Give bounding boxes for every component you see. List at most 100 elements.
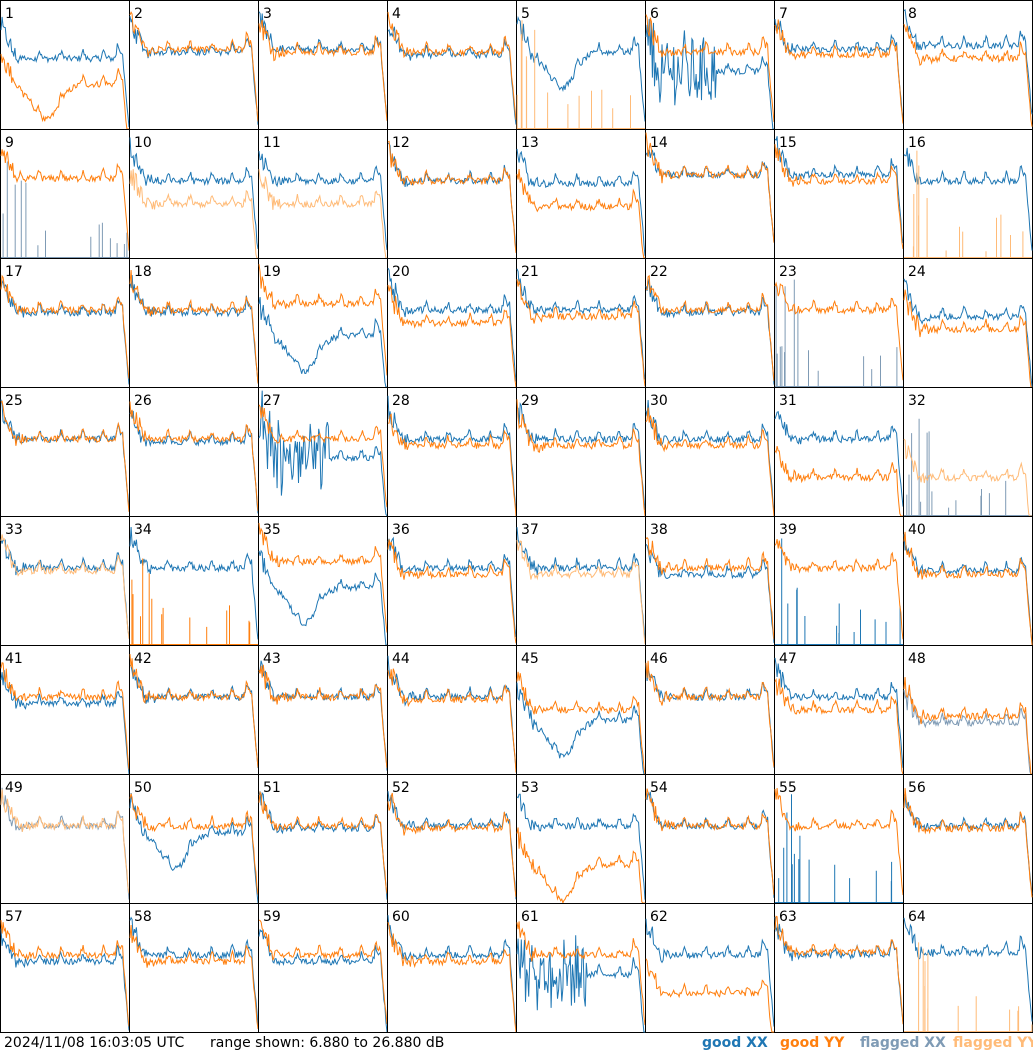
panel-32: 32 bbox=[903, 387, 1033, 517]
series-xx-35 bbox=[258, 549, 388, 646]
panel-9: 9 bbox=[0, 129, 130, 259]
panel-label: 19 bbox=[263, 264, 281, 280]
series-yy-35 bbox=[258, 522, 388, 633]
panel-frame bbox=[903, 129, 1033, 259]
panel-label: 27 bbox=[263, 393, 281, 409]
panel-frame bbox=[258, 0, 388, 130]
panel-10: 10 bbox=[129, 129, 259, 259]
series-yy-27 bbox=[258, 404, 388, 508]
panel-frame bbox=[387, 903, 517, 1033]
series-yy-20 bbox=[387, 284, 517, 388]
panel-label: 18 bbox=[134, 264, 152, 280]
panel-label: 7 bbox=[779, 6, 788, 22]
panel-frame bbox=[645, 645, 775, 775]
panel-label: 47 bbox=[779, 651, 797, 667]
panel-frame bbox=[129, 0, 259, 130]
series-yy-19 bbox=[258, 264, 388, 376]
series-xx-19 bbox=[258, 297, 387, 388]
panel-1: 1 bbox=[0, 0, 130, 130]
series-xx-30 bbox=[645, 399, 775, 512]
panel-label: 60 bbox=[392, 909, 410, 925]
series-yy-38 bbox=[645, 536, 775, 640]
series-xx-4 bbox=[387, 26, 517, 125]
series-yy-58 bbox=[129, 924, 259, 1029]
series-xx-64 bbox=[903, 917, 1033, 1022]
panel-51: 51 bbox=[258, 774, 388, 904]
series-xx-13 bbox=[516, 148, 646, 256]
panel-63: 63 bbox=[774, 903, 904, 1033]
series-yy-11 bbox=[258, 169, 387, 259]
panel-label: 26 bbox=[134, 393, 152, 409]
panel-29: 29 bbox=[516, 387, 646, 517]
series-xx-58 bbox=[129, 916, 259, 1027]
series-yy-39 bbox=[774, 538, 904, 640]
panel-42: 42 bbox=[129, 645, 259, 775]
panel-35: 35 bbox=[258, 516, 388, 646]
series-yy-57 bbox=[0, 920, 130, 1027]
panel-54: 54 bbox=[645, 774, 775, 904]
series-yy-12 bbox=[387, 140, 517, 253]
panel-label: 31 bbox=[779, 393, 797, 409]
series-xx-24 bbox=[903, 278, 1033, 388]
panel-33: 33 bbox=[0, 516, 130, 646]
series-xx-47 bbox=[774, 657, 904, 768]
panel-frame bbox=[903, 387, 1033, 517]
series-yy-52 bbox=[387, 792, 517, 898]
series-xx-15 bbox=[774, 136, 904, 244]
series-yy-56 bbox=[903, 788, 1033, 898]
panel-label: 63 bbox=[779, 909, 797, 925]
panel-frame bbox=[0, 129, 130, 259]
series-yy-33 bbox=[0, 534, 130, 639]
panel-55: 55 bbox=[774, 774, 904, 904]
panel-frame bbox=[258, 258, 388, 388]
panel-14: 14 bbox=[645, 129, 775, 259]
series-yy-18 bbox=[129, 269, 259, 384]
series-xx-38 bbox=[645, 543, 775, 644]
panel-frame bbox=[258, 903, 388, 1033]
series-yy-62 bbox=[645, 958, 774, 1033]
series-yy-37 bbox=[516, 539, 646, 644]
series-xx-31 bbox=[774, 410, 904, 507]
panel-48: 48 bbox=[903, 645, 1033, 775]
footer: 2024/11/08 16:03:05 UTC range shown: 6.8… bbox=[0, 1033, 1033, 1053]
panel-label: 14 bbox=[650, 135, 668, 151]
panel-64: 64 bbox=[903, 903, 1033, 1033]
panel-5: 5 bbox=[516, 0, 646, 130]
panel-frame bbox=[387, 129, 517, 259]
panel-label: 38 bbox=[650, 522, 668, 538]
panel-frame bbox=[774, 0, 904, 130]
panel-frame bbox=[903, 0, 1033, 130]
panel-label: 52 bbox=[392, 780, 410, 796]
panel-label: 2 bbox=[134, 6, 143, 22]
panel-53: 53 bbox=[516, 774, 646, 905]
series-yy-42 bbox=[129, 654, 259, 768]
panel-label: 8 bbox=[908, 6, 917, 22]
panel-label: 16 bbox=[908, 135, 926, 151]
timestamp-label: 2024/11/08 16:03:05 UTC bbox=[4, 1035, 185, 1051]
series-xx-41 bbox=[0, 670, 130, 775]
series-yy-8 bbox=[903, 23, 1033, 127]
panel-frame bbox=[0, 645, 130, 775]
series-xx-1 bbox=[0, 16, 130, 128]
series-yy-7 bbox=[774, 19, 904, 124]
series-yy-13 bbox=[516, 169, 645, 259]
panel-frame bbox=[645, 903, 775, 1033]
series-xx-8 bbox=[903, 9, 1033, 115]
panel-label: 17 bbox=[5, 264, 23, 280]
panel-21: 21 bbox=[516, 258, 646, 388]
panel-50: 50 bbox=[129, 774, 259, 904]
panel-frame bbox=[387, 774, 517, 904]
panel-frame bbox=[645, 0, 775, 130]
series-xx-5 bbox=[516, 15, 646, 122]
panel-39: 39 bbox=[774, 516, 904, 646]
panel-label: 46 bbox=[650, 651, 668, 667]
series-yy-51 bbox=[258, 790, 388, 894]
series-yy-26 bbox=[129, 401, 259, 512]
panel-frame bbox=[258, 645, 388, 775]
series-yy-10 bbox=[129, 169, 258, 259]
panel-label: 15 bbox=[779, 135, 797, 151]
panel-label: 34 bbox=[134, 522, 152, 538]
series-yy-41 bbox=[0, 662, 130, 770]
panel-4: 4 bbox=[387, 0, 517, 130]
series-yy-45 bbox=[516, 671, 646, 775]
